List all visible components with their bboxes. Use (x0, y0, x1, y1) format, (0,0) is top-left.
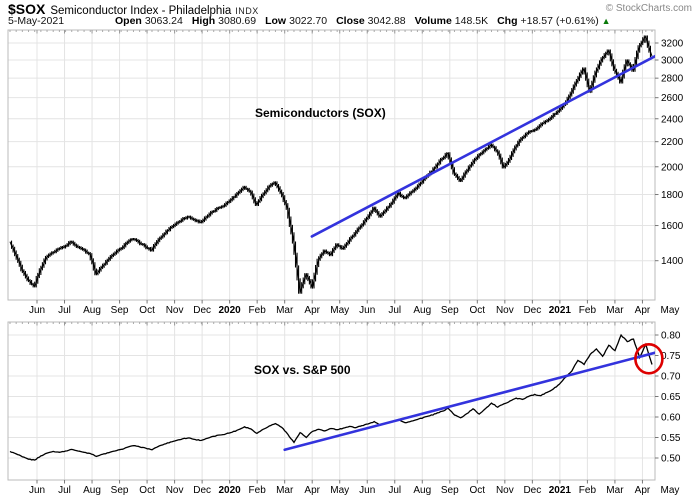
x-axis-label: Jun (359, 485, 375, 496)
x-axis-label: May (661, 485, 680, 496)
y-axis-label: 0.75 (661, 351, 681, 362)
x-axis-label: Jun (29, 485, 45, 496)
y-axis-label: 0.50 (661, 454, 681, 465)
x-axis-label: Apr (635, 485, 651, 496)
x-axis-label: Feb (249, 485, 267, 496)
x-axis-label: Apr (635, 305, 651, 316)
x-axis-label: Jun (359, 305, 375, 316)
x-axis-label: Oct (139, 485, 155, 496)
x-axis-label: Jul (58, 305, 71, 316)
quote-volume: Volume 148.5K (414, 15, 489, 27)
x-axis-label: 2021 (549, 485, 572, 496)
price-chart: Jun Jul Aug Sep Oct Nov Dec 2020 Feb Mar Apr May Jun… (7, 29, 684, 316)
x-axis-label: Oct (470, 485, 486, 496)
y-axis-label: 3000 (661, 55, 684, 66)
x-axis-label: Nov (496, 485, 514, 496)
quote-row: 5-May-2021 Open 3063.24 High 3080.69 Low 30… (8, 15, 696, 28)
y-axis-label: 0.55 (661, 433, 681, 444)
x-axis-label: Dec (193, 485, 211, 496)
y-axis-label: 0.65 (661, 392, 681, 403)
x-axis-label: Mar (606, 485, 624, 496)
y-axis-label: 2200 (661, 137, 684, 148)
y-axis-label: 2600 (661, 93, 684, 104)
x-axis-label: Jun (29, 305, 45, 316)
x-axis-label: Mar (276, 305, 294, 316)
x-axis-label: Aug (83, 485, 101, 496)
quote-open: Open 3063.24 (115, 15, 183, 27)
x-axis-label: Dec (523, 485, 541, 496)
y-axis-label: 2400 (661, 114, 684, 125)
x-axis-label: 2020 (219, 305, 242, 316)
x-axis-label: May (661, 305, 680, 316)
quote-high: High 3080.69 (191, 15, 257, 27)
price-series (9, 333, 653, 461)
y-axis-label: 0.70 (661, 372, 681, 383)
x-axis-label: Jul (388, 305, 401, 316)
x-axis-label: Sep (441, 305, 459, 316)
x-axis-label: Aug (413, 305, 431, 316)
x-axis-label: Apr (304, 485, 320, 496)
price-series (9, 35, 653, 294)
y-axis-label: 1800 (661, 190, 684, 201)
quote-date: 5-May-2021 (8, 15, 65, 27)
x-axis-label: Nov (496, 305, 514, 316)
x-axis-label: Sep (441, 485, 459, 496)
x-axis-label: Dec (523, 305, 541, 316)
y-axis-label: 0.80 (661, 331, 681, 342)
x-axis-label: Feb (579, 485, 597, 496)
chart-header: $SOX Semiconductor Index - Philadelphia IN… (8, 1, 696, 17)
x-axis-label: Oct (470, 305, 486, 316)
x-axis-label: Sep (111, 485, 129, 496)
y-axis-label: 1400 (661, 256, 684, 267)
x-axis-label: Apr (304, 305, 320, 316)
x-axis-label: Mar (276, 485, 294, 496)
y-axis-label: 0.60 (661, 413, 681, 424)
x-axis-label: Jul (58, 485, 71, 496)
trendline (283, 351, 655, 452)
quote-low: Low 3022.70 (265, 15, 328, 27)
chart-title-annotation: Semiconductors (SOX) (255, 106, 386, 120)
quote-change: Chg +18.57 (+0.61%) ▲ (497, 15, 611, 27)
x-axis-label: Dec (193, 305, 211, 316)
x-axis-label: 2021 (549, 305, 572, 316)
x-axis-label: Aug (413, 485, 431, 496)
y-axis-label: 2000 (661, 162, 684, 173)
x-axis-label: Sep (111, 305, 129, 316)
x-axis-label: Feb (579, 305, 597, 316)
copyright-label: © StockCharts.com (605, 3, 692, 14)
change-up-arrow-icon: ▲ (601, 16, 611, 26)
x-axis-label: Nov (166, 485, 184, 496)
index-name: Semiconductor Index - Philadelphia (50, 5, 232, 17)
x-axis-label: Oct (139, 305, 155, 316)
x-axis-label: Nov (166, 305, 184, 316)
ratio-chart: Jun Jul Aug Sep Oct Nov Dec 2020 Feb Mar Apr May Jun… (7, 321, 681, 496)
ticker-symbol: $SOX (8, 1, 46, 17)
x-axis-label: 2020 (219, 485, 242, 496)
y-axis-label: 2800 (661, 74, 684, 85)
y-axis-label: 1600 (661, 221, 684, 232)
breakdown-highlight-circle (634, 342, 664, 375)
trendline (310, 54, 655, 238)
x-axis-label: Mar (606, 305, 624, 316)
x-axis-label: Aug (83, 305, 101, 316)
y-axis-label: 3200 (661, 39, 684, 50)
x-axis-label: May (330, 305, 349, 316)
chart-title-annotation: SOX vs. S&P 500 (254, 363, 351, 377)
quote-line: Open 3063.24 High 3080.69 Low 3022.70 Close… (115, 15, 611, 27)
exchange-label: INDX (235, 6, 259, 16)
x-axis-label: Jul (388, 485, 401, 496)
x-axis-label: May (330, 485, 349, 496)
quote-close: Close 3042.88 (336, 15, 406, 27)
x-axis-label: Feb (249, 305, 267, 316)
